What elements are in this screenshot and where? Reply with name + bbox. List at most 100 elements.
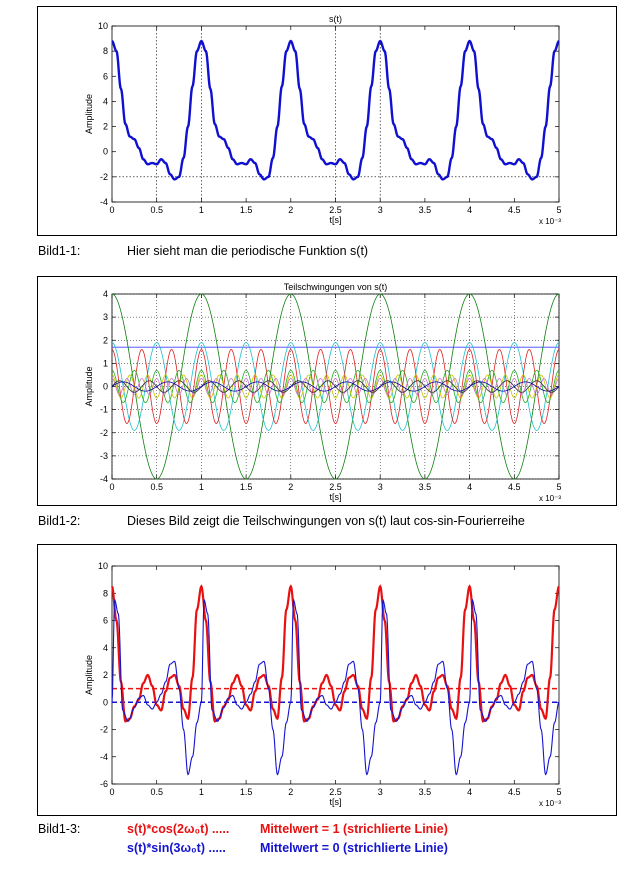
x-multiplier: x 10⁻³ <box>539 494 561 503</box>
y-tick-label: 8 <box>103 588 108 598</box>
y-tick-label: 6 <box>103 616 108 626</box>
y-tick-label: 2 <box>103 122 108 132</box>
figure-2-frame: 0 0.5 1 1.5 2 2.5 3 3.5 4 4.5 5 -4 -3 -2 -1 0 1 2 3 4 Teilsc… <box>37 276 617 506</box>
y-tick-label: 4 <box>103 289 108 299</box>
x-tick-label: 5 <box>556 205 561 215</box>
figure-3-caption: Bild1-3: s(t)*cos(2ω₀t) ..... Mittelwert… <box>0 822 631 862</box>
y-tick-label: 0 <box>103 147 108 157</box>
figure-1-caption: Bild1-1: Hier sieht man die periodische … <box>0 244 631 262</box>
figure-2-caption: Bild1-2: Dieses Bild zeigt die Teilschwi… <box>0 514 631 532</box>
y-tick-label: 4 <box>103 96 108 106</box>
y-tick-label: 2 <box>103 335 108 345</box>
x-tick-label: 0.5 <box>150 482 163 492</box>
chart-products: 0 0.5 1 1.5 2 2.5 3 3.5 4 4.5 5 -6 -4 -2 0 2 4 6 8 10 t[s] Am… <box>84 561 562 808</box>
x-tick-label: 0.5 <box>150 787 163 797</box>
series-line <box>111 381 560 392</box>
x-tick-label: 0.5 <box>150 205 163 215</box>
x-tick-label: 2 <box>288 787 293 797</box>
y-tick-label: 4 <box>103 643 108 653</box>
x-tick-label: 3.5 <box>419 787 432 797</box>
y-tick-label: 0 <box>103 697 108 707</box>
series-line <box>111 293 560 480</box>
x-tick-label: 2 <box>288 205 293 215</box>
x-tick-label: 4 <box>467 787 472 797</box>
y-axis-label: Amplitude <box>84 366 94 406</box>
x-tick-label: 2 <box>288 482 293 492</box>
x-tick-label: 4.5 <box>508 482 521 492</box>
y-tick-label: 1 <box>103 358 108 368</box>
caption-text: Hier sieht man die periodische Funktion … <box>127 244 369 258</box>
y-tick-label: -1 <box>100 405 108 415</box>
x-tick-label: 3.5 <box>419 205 432 215</box>
y-tick-label: -2 <box>100 428 108 438</box>
y-tick-label: -2 <box>100 172 108 182</box>
caption-label: Bild1-2: <box>38 514 81 528</box>
legend-formula: s(t)*cos(2ω₀t) ..... <box>127 822 230 836</box>
x-tick-label: 0 <box>109 787 114 797</box>
caption-label: Bild1-3: <box>38 822 81 836</box>
caption-text: Dieses Bild zeigt die Teilschwingungen v… <box>127 514 525 528</box>
series-line <box>111 369 560 404</box>
y-axis-label: Amplitude <box>84 94 94 134</box>
series-line <box>111 598 560 776</box>
y-tick-label: -3 <box>100 451 108 461</box>
figure-1-frame: 0 0.5 1 1.5 2 2.5 3 3.5 4 4.5 5 -4 -2 0 2 4 6 8 10 s(t) t[s]… <box>37 6 617 236</box>
chart-teilschwingungen: 0 0.5 1 1.5 2 2.5 3 3.5 4 4.5 5 -4 -3 -2 -1 0 1 2 3 4 Teilsc… <box>84 282 562 503</box>
y-tick-label: 10 <box>98 21 108 31</box>
y-axis-label: Amplitude <box>84 655 94 695</box>
x-tick-label: 4.5 <box>508 787 521 797</box>
legend-formula: s(t)*sin(3ω₀t) ..... <box>127 841 226 855</box>
x-tick-label: 3 <box>378 787 383 797</box>
legend-value: Mittelwert = 1 (strichlierte Linie) <box>260 822 448 836</box>
x-multiplier: x 10⁻³ <box>539 217 561 226</box>
series-line <box>111 584 560 723</box>
x-tick-label: 0 <box>109 482 114 492</box>
legend-value: Mittelwert = 0 (strichlierte Linie) <box>260 841 448 855</box>
legend-row-cos: s(t)*cos(2ω₀t) ..... Mittelwert = 1 (str… <box>127 822 448 836</box>
x-tick-label: 1 <box>199 205 204 215</box>
x-tick-label: 0 <box>109 205 114 215</box>
y-tick-label: -4 <box>100 752 108 762</box>
legend-row-sin: s(t)*sin(3ω₀t) ..... Mittelwert = 0 (str… <box>127 841 448 855</box>
y-tick-label: -4 <box>100 474 108 484</box>
x-tick-label: 4 <box>467 482 472 492</box>
plot-area <box>111 565 560 785</box>
y-tick-label: 2 <box>103 670 108 680</box>
x-tick-label: 3.5 <box>419 482 432 492</box>
x-axis-label: t[s] <box>329 215 341 225</box>
x-tick-label: 2.5 <box>329 205 342 215</box>
series-line <box>111 374 560 399</box>
y-tick-label: 6 <box>103 71 108 81</box>
x-tick-label: 2.5 <box>329 482 342 492</box>
y-tick-label: -2 <box>100 725 108 735</box>
x-multiplier: x 10⁻³ <box>539 799 561 808</box>
x-tick-label: 4.5 <box>508 205 521 215</box>
y-tick-label: -6 <box>100 779 108 789</box>
chart-title: Teilschwingungen von s(t) <box>284 282 388 292</box>
x-tick-label: 1 <box>199 482 204 492</box>
y-tick-label: 8 <box>103 46 108 56</box>
x-tick-label: 3 <box>378 205 383 215</box>
y-tick-label: 0 <box>103 382 108 392</box>
y-tick-label: 3 <box>103 312 108 322</box>
series-line <box>111 349 560 424</box>
x-tick-label: 1.5 <box>240 482 253 492</box>
figure-3-frame: 0 0.5 1 1.5 2 2.5 3 3.5 4 4.5 5 -6 -4 -2 0 2 4 6 8 10 t[s] Am… <box>37 544 617 816</box>
x-tick-label: 4 <box>467 205 472 215</box>
series-line <box>111 377 560 396</box>
chart-s-of-t: 0 0.5 1 1.5 2 2.5 3 3.5 4 4.5 5 -4 -2 0 2 4 6 8 10 s(t) t[s]… <box>84 14 562 226</box>
y-tick-label: -4 <box>100 197 108 207</box>
series-line <box>111 39 560 181</box>
x-tick-label: 2.5 <box>329 787 342 797</box>
series-line <box>111 342 560 431</box>
x-tick-label: 3 <box>378 482 383 492</box>
x-axis-label: t[s] <box>329 797 341 807</box>
x-tick-label: 5 <box>556 482 561 492</box>
x-tick-label: 1.5 <box>240 205 253 215</box>
x-tick-label: 1.5 <box>240 787 253 797</box>
y-tick-label: 10 <box>98 561 108 571</box>
x-tick-label: 1 <box>199 787 204 797</box>
caption-label: Bild1-1: <box>38 244 81 258</box>
x-axis-label: t[s] <box>329 492 341 502</box>
chart-title: s(t) <box>329 14 342 24</box>
